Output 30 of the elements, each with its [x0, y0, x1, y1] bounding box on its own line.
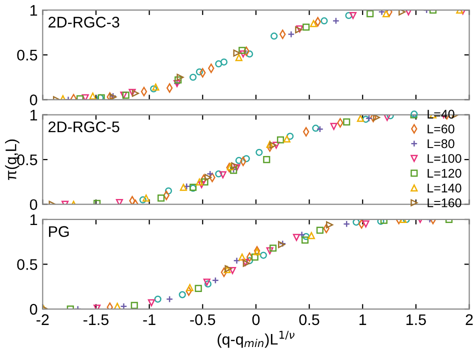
y-axis-title: π(q,L)	[5, 140, 20, 180]
x-tick-label: -1	[143, 314, 156, 325]
x-tick-label: 0.5	[299, 314, 320, 326]
x-tick-label: 1.5	[406, 314, 426, 326]
legend-label: L=120	[428, 168, 462, 178]
x-tick-label: 1	[360, 314, 366, 325]
y-tick-label: 0	[30, 94, 38, 106]
annotation: 2D-RGC-3	[48, 16, 120, 28]
y-tick-label: 0	[30, 304, 38, 315]
y-tick-label: 1	[30, 214, 38, 226]
y-tick-label: 0.5	[17, 50, 38, 61]
legend-label: L=100	[428, 154, 462, 163]
legend-label: L=140	[428, 184, 462, 192]
x-axis-title: (q-q$_{min}$)L$^{1/ν}$	[218, 330, 294, 348]
y-tick-label: 0.5	[17, 259, 38, 270]
y-tick-label: 1	[30, 5, 38, 16]
x-tick-label: -0.5	[190, 314, 216, 326]
x-tick-label: 2	[466, 314, 473, 325]
legend-label: L=160	[428, 198, 462, 208]
legend-label: L=40	[428, 110, 454, 119]
y-tick-label: 0	[30, 199, 38, 210]
annotation: PG	[49, 226, 69, 237]
x-tick-label: -2	[36, 314, 49, 325]
legend-label: L=60	[428, 124, 454, 134]
x-tick-label: 0	[252, 314, 260, 326]
annotation: 2D-RGC-5	[48, 121, 120, 132]
y-tick-label: 1	[30, 110, 38, 120]
legend-label: L=80	[428, 139, 454, 148]
x-tick-label: -1.5	[84, 314, 109, 326]
y-tick-label: 0.5	[17, 154, 38, 166]
